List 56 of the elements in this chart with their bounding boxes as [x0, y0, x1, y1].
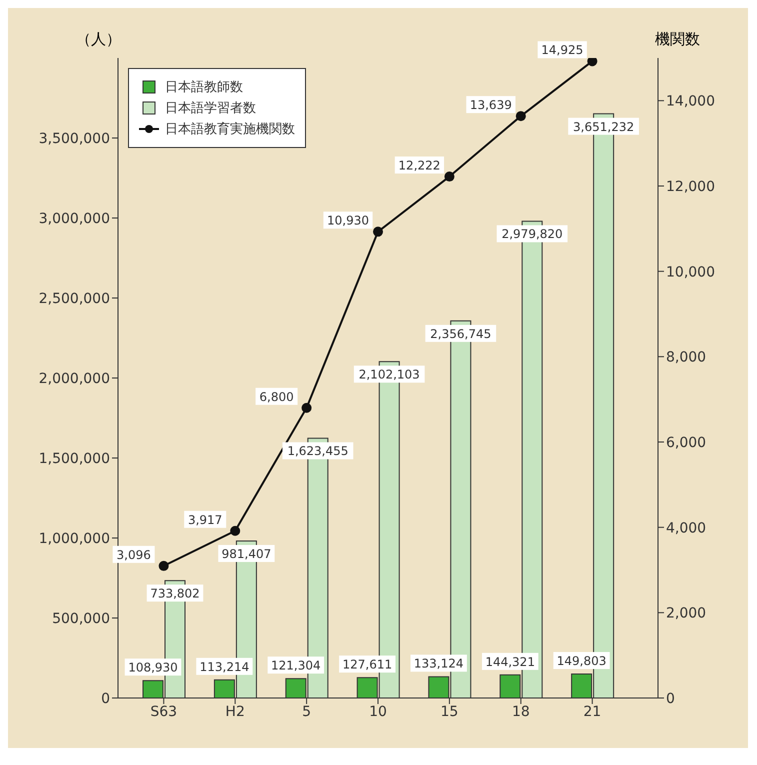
y2-tick-label: 14,000 [666, 94, 715, 110]
data-label: 3,917 [188, 512, 222, 527]
data-label: 14,925 [541, 43, 584, 58]
y-tick-label: 2,500,000 [38, 290, 110, 307]
data-label: 144,321 [485, 654, 535, 669]
x-tick-label: 5 [302, 704, 312, 720]
y2-tick-label: 10,000 [666, 264, 715, 280]
data-label: 2,356,745 [430, 326, 492, 341]
data-label: 981,407 [222, 546, 272, 561]
y-tick-label: 3,500,000 [38, 130, 110, 147]
y-tick-label: 1,000,000 [38, 530, 110, 547]
point [587, 58, 598, 66]
point [158, 560, 169, 571]
data-label: 10,930 [327, 214, 369, 228]
data-label: 133,124 [414, 656, 464, 671]
point [444, 172, 454, 182]
y2-tick-label: 6,000 [666, 434, 706, 451]
data-label: 121,304 [271, 658, 321, 673]
data-label: 2,102,103 [358, 368, 420, 382]
y-tick-label: 0 [101, 690, 110, 707]
x-tick-label: 15 [440, 704, 458, 720]
point [516, 111, 526, 122]
data-label: 113,214 [200, 660, 250, 674]
y-tick-label: 1,500,000 [38, 450, 110, 467]
y2-tick-label: 8,000 [666, 350, 706, 366]
y2-axis-title: 機関数 [655, 30, 700, 49]
x-tick-label: 18 [512, 704, 530, 720]
point [302, 402, 312, 413]
legend-label: 日本語教育実施機関数 [165, 120, 295, 138]
y2-tick-label: 2,000 [666, 606, 706, 622]
x-tick-label: 10 [369, 704, 387, 720]
point [230, 526, 240, 536]
data-label: 1,623,455 [287, 444, 348, 458]
data-label: 149,803 [556, 654, 606, 668]
data-label: 108,930 [128, 660, 178, 675]
y2-tick-label: 0 [666, 690, 675, 707]
data-label: 127,611 [342, 658, 392, 672]
data-label: 2,979,820 [502, 227, 563, 242]
x-tick-label: S63 [150, 704, 178, 720]
y2-tick-label: 12,000 [666, 178, 715, 195]
y-axis-title: （人） [76, 30, 121, 49]
x-tick-label: H2 [225, 704, 245, 720]
data-label: 3,096 [116, 548, 151, 562]
y-tick-label: 2,000,000 [38, 370, 110, 387]
data-label: 6,800 [259, 390, 294, 404]
y-tick-label: 500,000 [52, 610, 110, 627]
y-tick-label: 3,000,000 [38, 210, 110, 227]
y2-tick-label: 4,000 [666, 520, 706, 536]
data-label: 3,651,232 [573, 120, 634, 134]
legend-label: 日本語学習者数 [165, 100, 256, 117]
legend-label: 日本語教師数 [165, 79, 243, 96]
point [373, 226, 383, 237]
data-label: 12,222 [398, 158, 440, 173]
x-tick-label: 21 [583, 704, 602, 720]
data-label: 13,639 [470, 98, 512, 112]
data-label: 733,802 [150, 586, 200, 601]
